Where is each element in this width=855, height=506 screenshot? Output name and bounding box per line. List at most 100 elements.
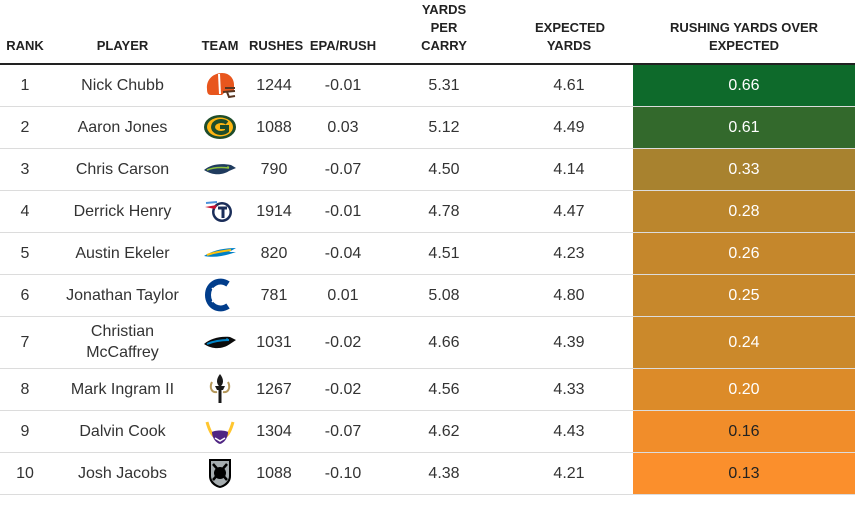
col-header-player[interactable]: PLAYER — [50, 0, 195, 65]
rank-cell: 4 — [0, 190, 50, 233]
rank-cell: 7 — [0, 316, 50, 369]
expected-yards-cell: 4.80 — [505, 274, 633, 317]
ypc-cell: 5.08 — [383, 274, 505, 317]
epa-cell: -0.07 — [303, 410, 383, 453]
table-row: 5 Austin Ekeler 820 -0.04 4.51 4.23 0.26 — [0, 232, 855, 275]
player-cell: Austin Ekeler — [50, 232, 195, 275]
epa-cell: 0.01 — [303, 274, 383, 317]
player-cell: Mark Ingram II — [50, 368, 195, 411]
vikings-logo-icon — [203, 414, 237, 448]
table-row: 2 Aaron Jones 1088 0.03 5.12 4.49 0.61 — [0, 106, 855, 149]
expected-yards-cell: 4.43 — [505, 410, 633, 453]
expected-yards-cell: 4.47 — [505, 190, 633, 233]
ryoe-cell: 0.13 — [633, 452, 855, 495]
epa-cell: -0.01 — [303, 64, 383, 107]
ypc-cell: 4.38 — [383, 452, 505, 495]
rank-cell: 3 — [0, 148, 50, 191]
ryoe-cell: 0.26 — [633, 232, 855, 275]
team-cell — [195, 64, 245, 107]
epa-cell: 0.03 — [303, 106, 383, 149]
team-cell — [195, 410, 245, 453]
ryoe-cell: 0.28 — [633, 190, 855, 233]
ryoe-cell: 0.25 — [633, 274, 855, 317]
rushes-cell: 1244 — [245, 64, 303, 107]
col-header-rank[interactable]: RANK — [0, 0, 50, 65]
expected-yards-cell: 4.61 — [505, 64, 633, 107]
epa-cell: -0.04 — [303, 232, 383, 275]
ypc-cell: 4.51 — [383, 232, 505, 275]
col-header-epa[interactable]: EPA/RUSH — [303, 0, 383, 65]
ryoe-cell: 0.66 — [633, 64, 855, 107]
table-row: 10 Josh Jacobs 1088 -0.10 4.38 4.21 0.13 — [0, 452, 855, 495]
ypc-cell: 5.12 — [383, 106, 505, 149]
col-header-rushes[interactable]: RUSHES — [245, 0, 303, 65]
expected-yards-cell: 4.21 — [505, 452, 633, 495]
seahawks-logo-icon — [203, 155, 237, 183]
expected-yards-cell: 4.23 — [505, 232, 633, 275]
ypc-cell: 4.56 — [383, 368, 505, 411]
col-header-team[interactable]: TEAM — [195, 0, 245, 65]
chargers-logo-icon — [203, 239, 237, 267]
rushes-cell: 1088 — [245, 106, 303, 149]
rushes-cell: 1304 — [245, 410, 303, 453]
titans-logo-icon — [203, 197, 237, 225]
rushes-cell: 790 — [245, 148, 303, 191]
table-row: 3 Chris Carson 790 -0.07 4.50 4.14 0.33 — [0, 148, 855, 191]
player-cell: Dalvin Cook — [50, 410, 195, 453]
team-cell — [195, 368, 245, 411]
colts-logo-icon — [203, 278, 237, 312]
ypc-cell: 4.50 — [383, 148, 505, 191]
panthers-logo-icon — [203, 328, 237, 356]
ryoe-cell: 0.61 — [633, 106, 855, 149]
team-cell — [195, 316, 245, 369]
player-cell: Josh Jacobs — [50, 452, 195, 495]
rushes-cell: 781 — [245, 274, 303, 317]
expected-yards-cell: 4.33 — [505, 368, 633, 411]
player-cell: Nick Chubb — [50, 64, 195, 107]
epa-cell: -0.01 — [303, 190, 383, 233]
rushes-cell: 1031 — [245, 316, 303, 369]
table-row: 1 Nick Chubb 1244 -0.01 5.31 4.61 0.66 — [0, 64, 855, 107]
team-cell — [195, 148, 245, 191]
player-cell: Jonathan Taylor — [50, 274, 195, 317]
ypc-cell: 4.78 — [383, 190, 505, 233]
saints-logo-icon — [203, 372, 237, 406]
col-header-ryoe[interactable]: RUSHING YARDS OVER EXPECTED — [633, 0, 855, 65]
team-cell — [195, 106, 245, 149]
rushing-table: RANK PLAYER TEAM RUSHES EPA/RUSH YARDS P… — [0, 0, 855, 495]
epa-cell: -0.07 — [303, 148, 383, 191]
browns-helmet-icon — [203, 71, 237, 99]
rank-cell: 6 — [0, 274, 50, 317]
rushes-cell: 820 — [245, 232, 303, 275]
rank-cell: 10 — [0, 452, 50, 495]
raiders-logo-icon — [203, 456, 237, 490]
expected-yards-cell: 4.39 — [505, 316, 633, 369]
rank-cell: 5 — [0, 232, 50, 275]
packers-logo-icon — [203, 113, 237, 141]
col-header-ypc[interactable]: YARDS PER CARRY — [383, 0, 505, 65]
rushes-cell: 1914 — [245, 190, 303, 233]
table-row: 8 Mark Ingram II 1267 -0.02 4.56 4.33 0.20 — [0, 368, 855, 411]
player-cell: Aaron Jones — [50, 106, 195, 149]
team-cell — [195, 452, 245, 495]
epa-cell: -0.02 — [303, 368, 383, 411]
ypc-cell: 5.31 — [383, 64, 505, 107]
player-cell: Christian McCaffrey — [50, 316, 195, 369]
team-cell — [195, 232, 245, 275]
ypc-cell: 4.66 — [383, 316, 505, 369]
expected-yards-cell: 4.49 — [505, 106, 633, 149]
header-row: RANK PLAYER TEAM RUSHES EPA/RUSH YARDS P… — [0, 0, 855, 65]
table-row: 4 Derrick Henry 1914 -0.01 4.78 4.47 0.28 — [0, 190, 855, 233]
expected-yards-cell: 4.14 — [505, 148, 633, 191]
rank-cell: 2 — [0, 106, 50, 149]
ryoe-cell: 0.16 — [633, 410, 855, 453]
ryoe-cell: 0.24 — [633, 316, 855, 369]
col-header-expected[interactable]: EXPECTED YARDS — [505, 0, 633, 65]
team-cell — [195, 274, 245, 317]
table-row: 9 Dalvin Cook 1304 -0.07 4.62 4.43 0.16 — [0, 410, 855, 453]
rushes-cell: 1267 — [245, 368, 303, 411]
player-cell: Chris Carson — [50, 148, 195, 191]
rank-cell: 1 — [0, 64, 50, 107]
ryoe-cell: 0.33 — [633, 148, 855, 191]
rushes-cell: 1088 — [245, 452, 303, 495]
